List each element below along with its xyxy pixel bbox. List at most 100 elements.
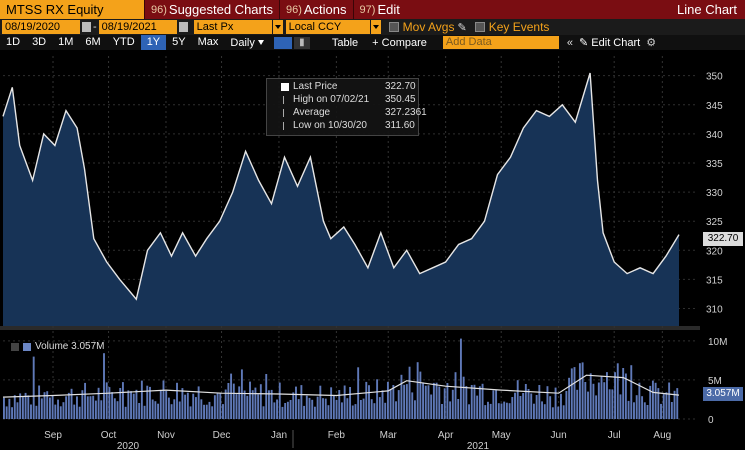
series-swatch [281, 83, 289, 91]
periodicity-select[interactable]: Daily [224, 37, 269, 49]
pencil-icon[interactable]: ✎ [457, 21, 467, 34]
price-volume-chart[interactable]: Sep Oct Nov Dec Jan Feb Mar Apr May Jun Jul Aug 2020… [0, 50, 745, 450]
volume-bar [392, 385, 395, 419]
edit-chart-button[interactable]: ✎ Edit Chart [579, 37, 641, 49]
volume-bar [630, 365, 633, 419]
actions-button[interactable]: 96) Actions [278, 0, 353, 19]
volume-bar [240, 369, 243, 419]
volume-bar [116, 401, 119, 419]
volume-bar [181, 388, 184, 419]
volume-bar [313, 406, 316, 419]
volume-bar [170, 404, 173, 419]
volume-bar [227, 383, 230, 419]
volume-bar [530, 393, 533, 419]
top-toolbar: MTSS RX Equity 96) Suggested Charts 96) Ac… [0, 0, 745, 19]
edit-button[interactable]: 97) Edit [352, 0, 406, 19]
volume-bar [21, 397, 24, 419]
key-events-checkbox[interactable] [474, 22, 485, 32]
line-chart-icon[interactable] [273, 36, 292, 49]
volume-bar [346, 398, 349, 419]
volume-bar [38, 385, 41, 419]
volume-bar [216, 392, 219, 419]
volume-bar [386, 381, 389, 419]
timeframe-1y[interactable]: 1Y [140, 35, 167, 50]
volume-bar [332, 395, 335, 419]
volume-bar [676, 388, 679, 419]
timeframe-3d[interactable]: 3D [32, 36, 47, 48]
volume-bar [527, 389, 530, 419]
currency-select[interactable]: Local CCY [285, 20, 370, 34]
volume-bar [165, 391, 168, 419]
timeframe-6m[interactable]: 6M [85, 36, 101, 48]
volume-bar [622, 368, 625, 419]
gear-icon[interactable]: ⚙ [646, 37, 657, 49]
volume-bar [100, 400, 103, 419]
price-field-select[interactable]: Last Px [193, 20, 272, 34]
volume-bar [270, 389, 273, 419]
timeframe-5y[interactable]: 5Y [172, 36, 186, 48]
x-tick-label: May [492, 430, 511, 441]
double-chevron-left-icon[interactable]: « [566, 36, 574, 49]
volume-bar [481, 383, 484, 419]
volume-bar [119, 388, 122, 419]
volume-bar [262, 406, 265, 419]
tooltip-row: Average 327.2361 [267, 107, 427, 119]
calendar-icon[interactable] [82, 22, 91, 32]
volume-bar [516, 380, 519, 419]
volume-tick-label: 5M [708, 376, 722, 387]
volume-bar [359, 400, 362, 419]
volume-tick-label: 10M [708, 337, 727, 348]
calendar-icon[interactable] [178, 22, 188, 32]
volume-bar [395, 401, 397, 419]
table-button[interactable]: Table [331, 36, 359, 49]
volume-bar [3, 397, 5, 419]
year-label: 2020 [117, 441, 140, 450]
x-tick-label: Apr [438, 430, 454, 441]
volume-bar [389, 389, 392, 419]
start-date-field[interactable]: 08/19/2020 [2, 20, 80, 34]
volume-bar [138, 403, 141, 419]
price-line [2, 72, 680, 301]
volume-bar [368, 385, 370, 419]
end-date-field[interactable]: 08/19/2021 [98, 20, 177, 34]
volume-bar [468, 404, 470, 419]
volume-bar [538, 385, 541, 419]
volume-bar [673, 390, 676, 419]
compare-button[interactable]: + Compare [372, 36, 427, 49]
volume-bar [535, 395, 538, 419]
volume-bar [457, 399, 460, 419]
volume-bar [319, 385, 322, 419]
chevron-down-icon[interactable] [370, 20, 381, 34]
volume-bar [108, 387, 111, 419]
volume-bar [451, 389, 454, 419]
volume-bar [397, 390, 400, 419]
volume-bar [497, 403, 500, 419]
ticker-field[interactable]: MTSS RX Equity [0, 0, 144, 19]
volume-bar [600, 376, 603, 419]
volume-bar [376, 379, 379, 419]
volume-bar [519, 396, 522, 419]
volume-bar [416, 362, 419, 419]
add-data-input[interactable]: Add Data [442, 36, 559, 49]
volume-bar [411, 392, 414, 419]
volume-bar [557, 406, 560, 419]
x-tick-label: Nov [157, 430, 175, 441]
suggested-charts-button[interactable]: 96) Suggested Charts [144, 0, 279, 19]
timeframe-1d[interactable]: 1D [6, 36, 21, 48]
bar-chart-icon[interactable]: ▮ [293, 36, 310, 49]
timeframe-1m[interactable]: 1M [58, 36, 74, 48]
volume-bar [441, 404, 443, 419]
volume-bar [105, 382, 108, 419]
timeframe-ytd[interactable]: YTD [112, 36, 135, 48]
volume-bar [222, 404, 224, 419]
legend-toggle-icon[interactable] [11, 342, 19, 351]
chart-axes: Sep Oct Nov Dec Jan Feb Mar Apr May Jun Jul Aug 2020… [44, 72, 727, 450]
volume-bar [235, 394, 238, 419]
volume-bar [151, 399, 154, 419]
volume-bar [362, 398, 365, 419]
mov-avgs-checkbox[interactable] [388, 22, 399, 32]
range-tick [283, 96, 287, 104]
timeframe-max[interactable]: Max [197, 36, 219, 48]
volume-bar [581, 362, 584, 419]
chevron-down-icon[interactable] [272, 20, 283, 34]
